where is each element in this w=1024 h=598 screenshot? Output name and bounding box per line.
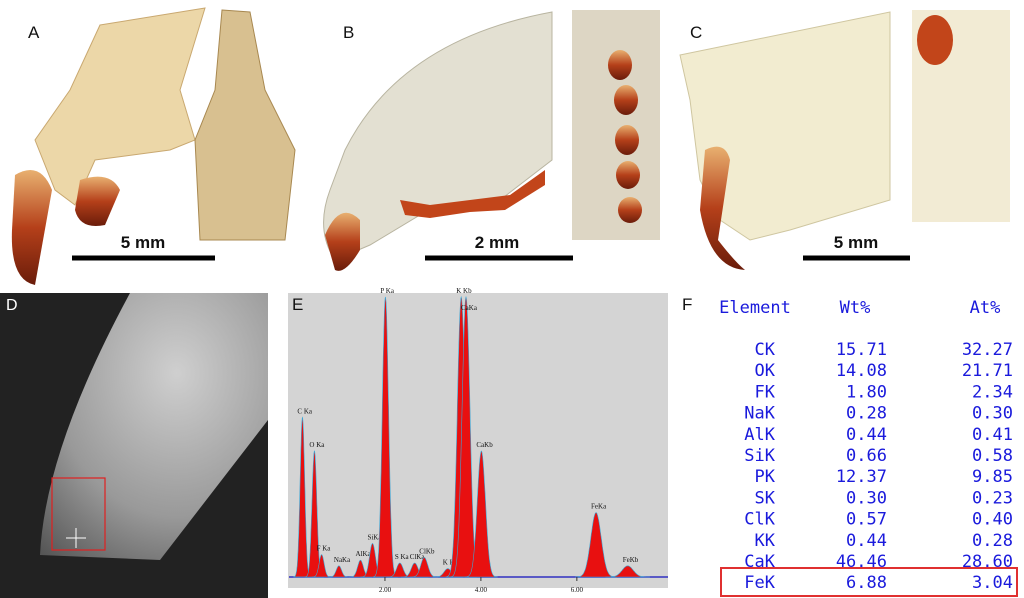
skull-photo: [679, 11, 891, 241]
table-cell: 0.28: [972, 531, 1013, 551]
peak-label: NaKa: [334, 556, 351, 564]
panel-c: C 5 mm: [679, 10, 1010, 270]
jaw-photo: [194, 9, 296, 241]
table-cell: 14.08: [836, 361, 887, 381]
peak-label: FeKa: [591, 503, 607, 511]
table-cell: ClK: [744, 510, 775, 530]
tooth-row-photo: [572, 10, 660, 240]
table-cell: 21.71: [962, 361, 1013, 381]
peak: [328, 565, 350, 578]
table-cell: 12.37: [836, 467, 887, 487]
peak-label: AlKa: [355, 550, 371, 558]
analysis-box: [51, 477, 106, 551]
panel-label: F: [682, 295, 692, 314]
table-cell: 0.23: [972, 488, 1013, 508]
incisor-photo: [325, 212, 360, 271]
peak-label: FeKb: [623, 556, 639, 564]
table-cell: 6.88: [846, 573, 887, 593]
peak: [410, 557, 439, 578]
x-tick-label: 2.00: [379, 586, 392, 594]
peak-label: P Ka: [380, 287, 394, 295]
peak: [464, 450, 498, 578]
table-cell: 28.60: [962, 552, 1013, 572]
table-cell: 0.41: [972, 425, 1013, 445]
peak: [575, 512, 617, 578]
incisor-photo: [11, 170, 52, 285]
table-cell: 9.85: [972, 467, 1013, 487]
table-cell: CaK: [744, 552, 775, 572]
panel-label: D: [6, 297, 18, 314]
table-cell: 15.71: [836, 340, 887, 360]
incisor-tip: [917, 15, 953, 65]
table-cell: 32.27: [962, 340, 1013, 360]
table-cell: 0.44: [846, 531, 887, 551]
peak: [605, 565, 650, 578]
table-cell: KK: [755, 531, 776, 551]
highlight-box: [720, 567, 1018, 597]
table-cell: NaK: [744, 404, 775, 424]
table-cell: FeK: [744, 573, 775, 593]
skull-photo: [34, 7, 206, 206]
peak-label: S Ka: [395, 553, 410, 561]
table-cell: FK: [755, 382, 776, 402]
table-cell: 3.04: [972, 573, 1013, 593]
table-cell: SK: [755, 488, 776, 508]
peak-label: C Ka: [297, 407, 312, 415]
column-header: At%: [970, 298, 1001, 318]
table-cell: PK: [755, 467, 776, 487]
molar-crowns: [608, 50, 642, 223]
peak-label: K Ka: [443, 559, 459, 567]
molars-photo: [400, 170, 545, 218]
table-cell: 46.46: [836, 552, 887, 572]
table-cell: OK: [755, 361, 776, 381]
peak-label: O Ka: [309, 441, 325, 449]
panel-a: A 5 mm: [11, 7, 296, 285]
peak-label: SiKa: [367, 533, 382, 541]
tooth-photo: [75, 176, 120, 226]
panel-label: C: [690, 23, 702, 42]
table-cell: 0.58: [972, 446, 1013, 466]
peak: [372, 296, 398, 578]
peak-label: ClKa: [410, 553, 426, 561]
peak-label: F Ka: [317, 545, 332, 553]
table-cell: 1.80: [846, 382, 887, 402]
panel-label: E: [292, 295, 303, 314]
table-cell: 0.28: [846, 404, 887, 424]
table-cell: 0.40: [972, 510, 1013, 530]
panel-d: D: [0, 293, 268, 598]
table-cell: 0.57: [846, 510, 887, 530]
table-cell: 0.30: [846, 488, 887, 508]
scale-label: 5 mm: [121, 233, 165, 252]
table-cell: 0.44: [846, 425, 887, 445]
table-cell: 0.66: [846, 446, 887, 466]
sem-tooth: [40, 293, 268, 560]
panel-b: B 2 mm: [323, 10, 660, 271]
table-cell: SiK: [744, 446, 775, 466]
panel-label: B: [343, 23, 354, 42]
table-cell: AlK: [744, 425, 775, 445]
table-cell: 0.30: [972, 404, 1013, 424]
panel-label: A: [28, 23, 40, 42]
column-header: Wt%: [840, 298, 871, 318]
panel-f: F Element Wt% At% CK 15.71 32.27 OK 14.08 21.71 F…: [682, 295, 1018, 597]
column-header: Element: [719, 298, 791, 318]
scale-label: 2 mm: [475, 233, 519, 252]
peak-label: CaKb: [476, 441, 493, 449]
peak: [311, 554, 332, 578]
peak-label: ClKb: [419, 547, 435, 555]
scale-label: 5 mm: [834, 233, 878, 252]
x-tick-label: 4.00: [475, 586, 488, 594]
incisor-photo: [700, 146, 745, 270]
table-cell: 2.34: [972, 382, 1013, 402]
peak-label: CaKa: [461, 304, 478, 312]
peak-label: K Kb: [456, 287, 472, 295]
x-tick-label: 6.00: [571, 586, 584, 594]
table-cell: CK: [755, 340, 776, 360]
